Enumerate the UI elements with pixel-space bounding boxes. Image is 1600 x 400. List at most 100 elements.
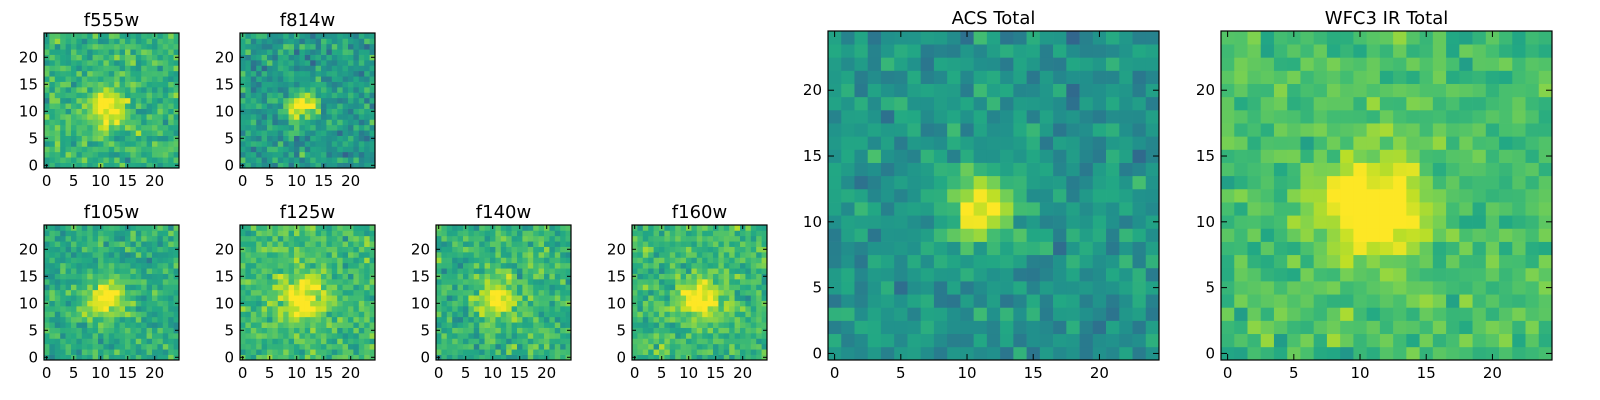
heatmap-cell xyxy=(468,311,475,318)
heatmap-cell xyxy=(81,60,88,66)
heatmap-cell xyxy=(119,124,126,131)
heatmap-cell xyxy=(337,119,343,126)
heatmap-cell xyxy=(750,316,757,323)
heatmap-cell xyxy=(162,338,169,345)
heatmap-cell xyxy=(81,268,88,274)
heatmap-cell xyxy=(1300,162,1315,177)
heatmap-cell xyxy=(331,124,338,131)
heatmap-cell xyxy=(125,38,131,45)
heatmap-cell xyxy=(92,279,99,285)
heatmap-cell xyxy=(54,146,61,153)
heatmap-cell xyxy=(272,146,279,153)
heatmap-cell xyxy=(267,70,273,77)
heatmap-cell xyxy=(326,262,333,269)
heatmap-cell xyxy=(65,162,72,169)
heatmap-cell xyxy=(1459,281,1473,295)
heatmap-cell xyxy=(71,151,77,158)
heatmap-cell xyxy=(1485,228,1500,242)
heatmap-cell xyxy=(920,83,935,98)
heatmap-cell xyxy=(283,225,289,231)
heatmap-cell xyxy=(256,92,262,99)
heatmap-cell xyxy=(315,268,322,274)
heatmap-cell xyxy=(272,70,279,77)
heatmap-cell xyxy=(1340,215,1354,229)
heatmap-cell xyxy=(1538,162,1553,177)
heatmap-cell xyxy=(479,246,485,253)
heatmap-cell xyxy=(841,31,855,45)
heatmap-cell xyxy=(152,230,158,237)
heatmap-cell xyxy=(44,92,50,99)
heatmap-cell xyxy=(1132,70,1147,84)
heatmap-cell xyxy=(686,295,692,301)
heatmap-cell xyxy=(841,96,855,111)
heatmap-cell xyxy=(723,322,730,328)
heatmap-cell xyxy=(522,300,529,307)
heatmap-cell xyxy=(1247,254,1262,269)
heatmap-cell xyxy=(511,268,518,274)
heatmap-cell xyxy=(1013,228,1027,242)
heatmap-cell xyxy=(125,279,131,285)
heatmap-cell xyxy=(1260,320,1275,335)
heatmap-cell xyxy=(457,241,464,247)
heatmap-cell xyxy=(538,235,545,242)
heatmap-cell xyxy=(152,130,158,136)
heatmap-cell xyxy=(92,333,99,339)
heatmap-cell xyxy=(256,146,262,153)
heatmap-cell xyxy=(98,289,104,296)
heatmap-cell xyxy=(686,306,692,312)
heatmap-cell xyxy=(500,241,507,247)
heatmap-cell xyxy=(907,57,922,71)
heatmap-cell xyxy=(1406,241,1420,256)
heatmap-cell xyxy=(261,162,268,169)
heatmap-cell xyxy=(549,273,556,280)
heatmap-cell xyxy=(135,54,142,61)
heatmap-cell xyxy=(1300,202,1315,216)
heatmap-cell xyxy=(867,70,882,84)
heatmap-cell xyxy=(65,225,72,231)
heatmap-cell xyxy=(54,130,61,136)
heatmap-cell xyxy=(554,300,561,307)
heatmap-cell xyxy=(304,316,311,323)
heatmap-cell xyxy=(729,289,735,296)
heatmap-cell xyxy=(1340,228,1354,242)
heatmap-cell xyxy=(44,130,50,136)
heatmap-cell xyxy=(554,273,561,280)
heatmap-cell xyxy=(299,141,306,147)
heatmap-cell xyxy=(691,316,698,323)
heatmap-cell xyxy=(702,343,708,350)
heatmap-cell xyxy=(44,268,50,274)
heatmap-cell xyxy=(544,246,550,253)
heatmap-cell xyxy=(544,327,550,334)
heatmap-cell xyxy=(168,65,174,72)
heatmap-cell xyxy=(331,54,338,61)
heatmap-cell xyxy=(250,289,257,296)
heatmap-cell xyxy=(729,230,735,237)
heatmap-cell xyxy=(348,349,354,355)
heatmap-cell xyxy=(457,343,464,350)
heatmap-cell xyxy=(463,327,469,334)
heatmap-cell xyxy=(277,70,284,77)
heatmap-cell xyxy=(326,268,333,274)
heatmap-cell xyxy=(894,254,908,269)
heatmap-cell xyxy=(1039,241,1054,256)
heatmap-cell xyxy=(321,311,327,318)
heatmap-cell xyxy=(973,202,988,216)
heatmap-cell xyxy=(146,252,153,258)
heatmap-cell xyxy=(114,38,120,45)
heatmap-cell xyxy=(103,33,110,39)
heatmap-cell xyxy=(560,262,566,269)
heatmap-cell xyxy=(495,311,502,318)
heatmap-cell xyxy=(44,43,50,50)
heatmap-cell xyxy=(304,43,311,50)
heatmap-cell xyxy=(369,295,376,301)
y-tick-label: 0 xyxy=(224,348,234,366)
heatmap-cell xyxy=(680,246,687,253)
y-tick-label: 20 xyxy=(19,240,38,258)
heatmap-cell xyxy=(1079,202,1094,216)
heatmap-cell xyxy=(484,241,491,247)
heatmap-cell xyxy=(549,257,556,264)
heatmap-cell xyxy=(87,338,93,345)
heatmap-cell xyxy=(81,316,88,323)
heatmap-cell xyxy=(506,257,512,264)
x-tick-label: 0 xyxy=(434,364,444,382)
